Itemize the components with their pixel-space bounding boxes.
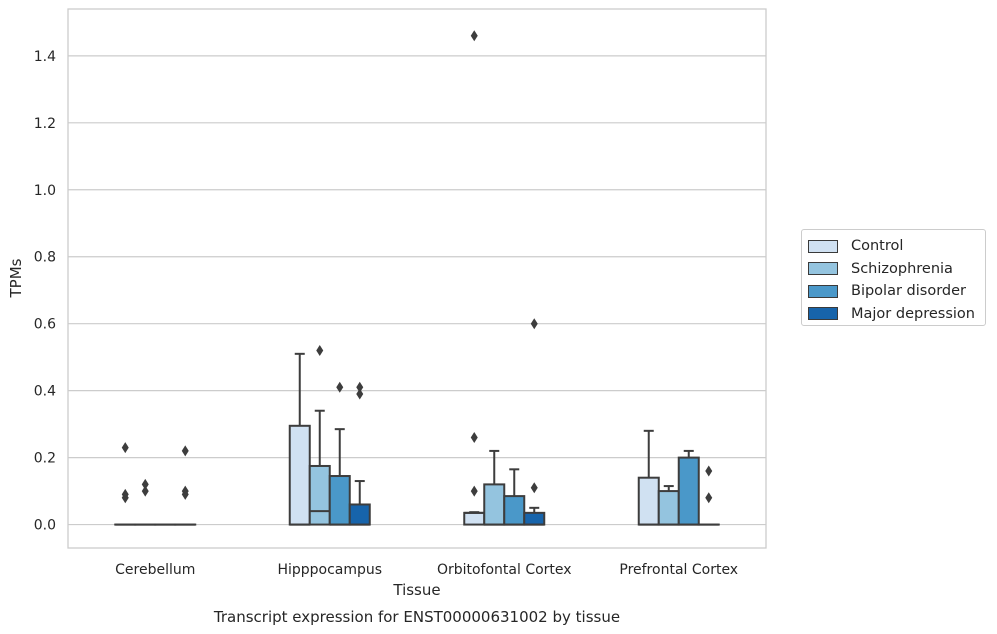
legend-swatch <box>808 239 838 253</box>
outlier-point <box>705 492 713 504</box>
box-2-1 <box>483 449 506 526</box>
x-tick-label: Hipppocampus <box>277 562 382 578</box>
legend-swatch <box>808 284 838 298</box>
box-iqr <box>483 483 506 526</box>
box-iqr <box>657 490 680 526</box>
box-2-2 <box>503 468 526 526</box>
outlier-point <box>470 485 478 497</box>
x-tick-labels: Cerebellum Hipppocampus Orbitofontal Corte… <box>115 562 738 578</box>
outlier-point <box>181 488 189 500</box>
boxes <box>114 30 720 526</box>
box-iqr <box>288 424 311 526</box>
legend-item: Control <box>808 235 985 258</box>
y-tick-label: 0.0 <box>34 518 56 534</box>
legend-label: Major depression <box>851 305 975 322</box>
y-tick-label: 0.6 <box>34 317 56 333</box>
legend-item: Bipolar disorder <box>808 280 985 303</box>
outlier-point <box>141 478 149 490</box>
box-0-3 <box>174 445 197 526</box>
box-iqr <box>308 464 331 526</box>
box-iqr <box>463 511 486 526</box>
y-axis-title: TPMs <box>7 258 25 298</box>
x-tick-label: Prefrontal Cortex <box>619 562 738 578</box>
box-0-1 <box>134 478 157 526</box>
box-3-0 <box>637 429 660 526</box>
y-tick-label: 1.0 <box>34 183 56 199</box>
box-iqr <box>677 456 700 526</box>
y-tick-label: 0.8 <box>34 250 56 266</box>
legend-item: Major depression <box>808 303 985 326</box>
box-1-2 <box>328 381 351 526</box>
outlier-point <box>470 432 478 444</box>
box-iqr <box>503 495 526 526</box>
outlier-point <box>705 465 713 477</box>
x-tick-label: Cerebellum <box>115 562 195 578</box>
y-tick-label: 0.4 <box>34 384 56 400</box>
y-tick-label: 1.2 <box>34 116 56 132</box>
y-tick-label: 1.4 <box>34 49 56 65</box>
legend-label: Schizophrenia <box>851 260 953 277</box>
box-iqr <box>523 511 546 526</box>
box-2-0 <box>463 30 486 526</box>
outlier-point <box>316 344 324 356</box>
box-iqr <box>348 503 371 526</box>
x-tick-label: Orbitofontal Cortex <box>437 562 572 578</box>
legend-item: Schizophrenia <box>808 258 985 281</box>
outlier-point <box>530 318 538 330</box>
box-3-2 <box>677 449 700 526</box>
legend-swatch <box>808 262 838 276</box>
box-1-3 <box>348 381 371 526</box>
legend: Control Schizophrenia Bipolar disorder Majo… <box>801 229 986 326</box>
box-3-1 <box>657 485 680 526</box>
outlier-point <box>470 30 478 42</box>
legend-label: Control <box>851 238 904 255</box>
box-1-0 <box>288 352 311 526</box>
outlier-point <box>530 482 538 494</box>
outlier-point <box>121 442 129 454</box>
outlier-point <box>336 381 344 393</box>
y-tick-labels: 0.0 0.2 0.4 0.6 0.8 1.0 1.2 1.4 <box>34 49 56 534</box>
box-3-3 <box>697 465 720 526</box>
outlier-point <box>181 445 189 457</box>
box-iqr <box>637 476 660 526</box>
plot-area-frame <box>67 8 767 549</box>
box-2-3 <box>523 318 546 526</box>
outlier-point <box>356 388 364 400</box>
outlier-point <box>141 485 149 497</box>
legend-swatch <box>808 307 838 321</box>
outlier-point <box>121 492 129 504</box>
gridlines <box>68 55 766 526</box>
x-axis-title: Tissue <box>392 581 440 599</box>
chart-caption: Transcript expression for ENST0000063100… <box>213 608 620 626</box>
y-tick-label: 0.2 <box>34 451 56 467</box>
legend-label: Bipolar disorder <box>851 283 966 300</box>
box-0-0 <box>114 442 137 526</box>
box-1-1 <box>308 344 331 526</box>
box-iqr <box>328 475 351 526</box>
outlier-point <box>356 381 364 393</box>
